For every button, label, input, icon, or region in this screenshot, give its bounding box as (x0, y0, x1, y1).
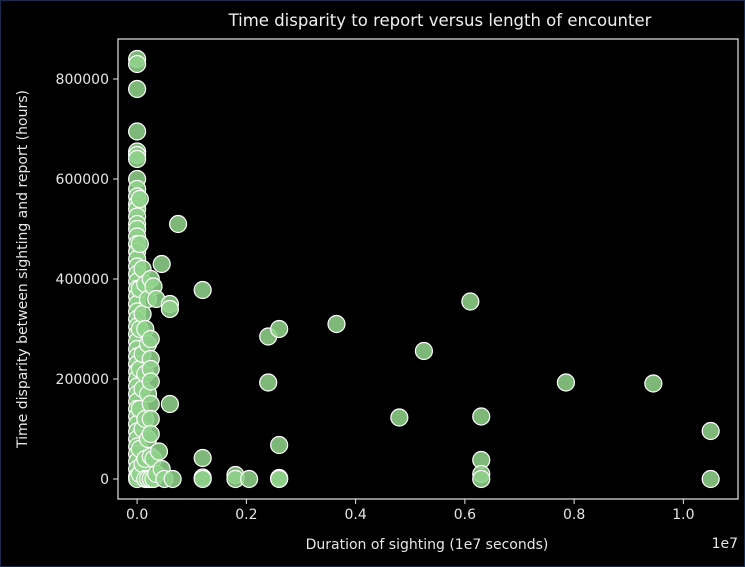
data-point (390, 408, 409, 427)
x-axis-offset-label: 1e7 (712, 536, 738, 552)
data-point (141, 424, 160, 444)
data-point (130, 234, 149, 254)
data-point (128, 149, 147, 169)
data-point (701, 469, 720, 489)
data-point (130, 189, 149, 209)
data-point (270, 435, 289, 455)
data-point (414, 341, 434, 361)
data-point (259, 373, 278, 392)
plot-area (117, 38, 739, 500)
data-point (472, 469, 491, 489)
data-points (128, 49, 720, 489)
data-point (168, 214, 188, 234)
data-point (152, 254, 171, 274)
data-point (193, 280, 212, 300)
chart-title: Time disparity to report versus length o… (228, 11, 652, 30)
data-point (128, 54, 147, 74)
x-tick-label: 0.6 (454, 507, 476, 523)
data-point (472, 407, 491, 426)
data-point (556, 373, 576, 392)
data-point (160, 394, 179, 414)
y-tick-label: 800000 (56, 72, 109, 88)
x-axis-label: Duration of sighting (1e7 seconds) (306, 537, 549, 553)
data-point (461, 292, 480, 311)
data-point (644, 374, 663, 393)
x-tick-label: 0.4 (344, 507, 366, 523)
data-point (701, 421, 720, 441)
data-point (149, 442, 169, 461)
data-point (128, 122, 147, 141)
y-tick-label: 0 (100, 472, 109, 488)
data-point (193, 469, 212, 489)
x-tick-label: 1.0 (672, 507, 694, 523)
y-tick-label: 400000 (56, 272, 109, 288)
data-point (327, 314, 346, 334)
y-axis-ticks: 0 200000 400000 600000 800000 (56, 72, 118, 488)
y-tick-label: 200000 (56, 372, 109, 388)
x-tick-label: 0.8 (563, 507, 585, 523)
data-point (141, 329, 160, 349)
data-point (141, 372, 160, 391)
data-point (193, 448, 212, 468)
data-point (270, 319, 289, 339)
axes (117, 38, 739, 500)
data-point (163, 469, 182, 489)
data-point (270, 469, 289, 489)
data-point (128, 79, 147, 99)
x-tick-label: 0.0 (126, 507, 148, 523)
y-tick-label: 600000 (56, 172, 109, 188)
x-tick-label: 0.2 (235, 507, 257, 523)
y-axis-label: Time disparity between sighting and repo… (15, 90, 31, 449)
data-point (240, 469, 259, 489)
data-point (160, 299, 179, 319)
x-axis-ticks: 0.0 0.2 0.4 0.6 0.8 1.0 (126, 499, 695, 523)
